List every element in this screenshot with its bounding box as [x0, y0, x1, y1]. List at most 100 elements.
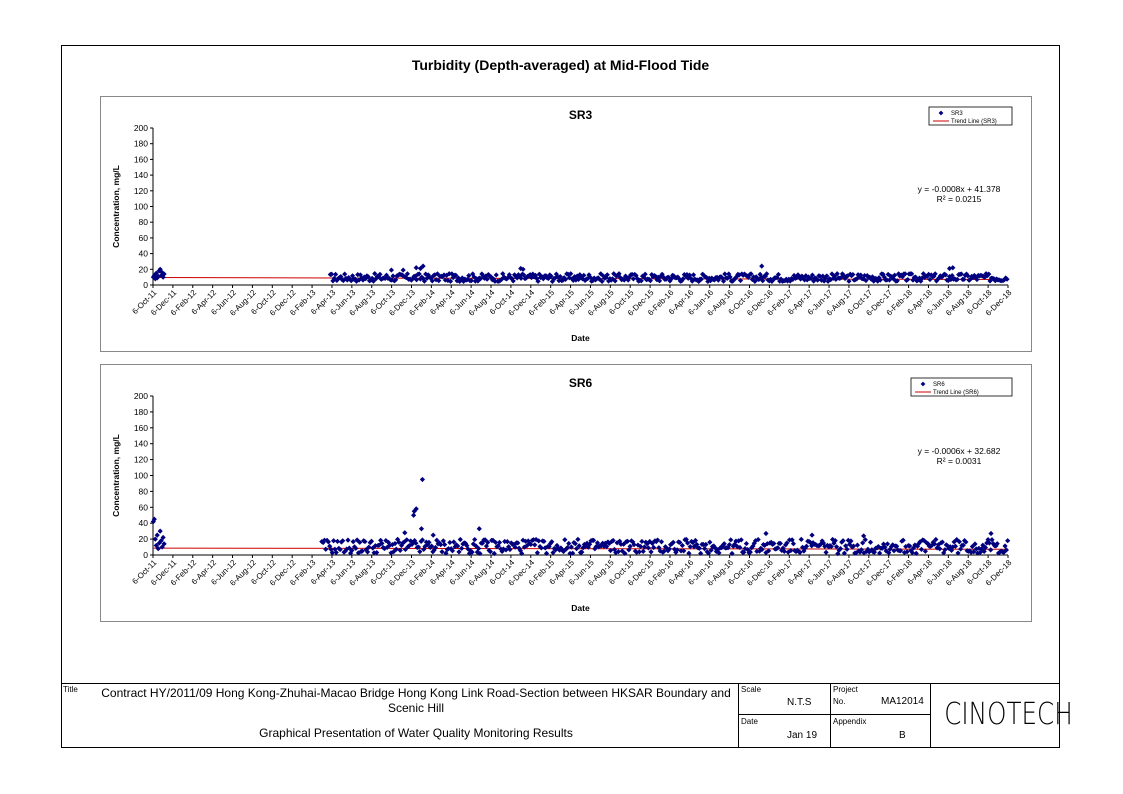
data-point	[681, 272, 687, 278]
data-point	[750, 543, 756, 549]
data-point	[573, 546, 580, 552]
data-point	[963, 539, 969, 545]
data-point	[955, 550, 961, 556]
data-point	[532, 542, 538, 548]
data-point	[762, 542, 768, 549]
data-point	[353, 545, 359, 551]
data-point	[161, 271, 167, 277]
chart-title: SR3	[569, 108, 593, 122]
data-point	[679, 542, 685, 549]
data-point	[750, 274, 757, 280]
data-point	[157, 528, 163, 534]
data-point	[161, 541, 167, 547]
y-tick-label: 160	[134, 423, 148, 433]
scale-label: Scale	[741, 685, 762, 694]
data-point	[749, 545, 755, 551]
page-title: Turbidity (Depth-averaged) at Mid-Flood …	[411, 57, 710, 73]
data-point	[838, 274, 844, 281]
data-point	[727, 274, 733, 280]
data-point	[351, 544, 358, 550]
data-point	[429, 278, 435, 284]
data-point	[503, 547, 509, 553]
title-block-top-border	[61, 683, 1060, 684]
data-point	[404, 537, 410, 543]
data-point	[359, 548, 365, 554]
data-point	[511, 541, 517, 548]
data-point	[759, 546, 765, 553]
data-point	[771, 540, 777, 547]
data-point	[542, 545, 548, 551]
data-point	[887, 546, 893, 552]
chart-panel-sr6: SR6 0 20 40 60 80 100 120 140 160 180 200 Concentrat…	[100, 364, 1032, 622]
data-point	[493, 272, 499, 278]
data-point	[634, 276, 640, 282]
data-point	[611, 271, 617, 277]
data-point	[857, 549, 863, 555]
data-point	[516, 545, 522, 551]
data-point	[1002, 543, 1008, 549]
data-point	[518, 275, 524, 281]
data-point	[451, 539, 457, 545]
data-point	[379, 540, 385, 547]
data-point	[374, 549, 380, 556]
data-point	[527, 272, 533, 278]
data-point	[770, 277, 776, 283]
project-label: Project	[833, 685, 858, 694]
data-point	[822, 543, 828, 550]
data-point	[763, 530, 769, 537]
data-point	[913, 550, 919, 556]
data-point	[578, 274, 584, 280]
data-point	[366, 544, 372, 550]
scale-date-column: Scale N.T.S Date Jan 19	[738, 683, 831, 748]
data-point	[891, 548, 897, 554]
data-point	[368, 277, 374, 283]
data-point	[415, 544, 422, 550]
data-point	[922, 548, 928, 554]
data-point	[901, 549, 908, 556]
data-point	[943, 272, 949, 278]
data-point	[784, 278, 791, 284]
data-point	[332, 271, 339, 277]
data-point	[656, 278, 663, 284]
data-point	[587, 541, 593, 547]
y-tick-label: 200	[134, 391, 148, 401]
data-point	[609, 276, 616, 282]
data-point	[357, 539, 363, 545]
data-point	[608, 277, 614, 283]
data-point	[722, 271, 728, 277]
data-point	[402, 546, 409, 553]
data-point	[419, 537, 426, 543]
data-point	[686, 550, 692, 556]
data-point	[764, 271, 770, 277]
data-point	[790, 541, 797, 547]
data-point	[940, 273, 946, 279]
data-point	[492, 539, 499, 546]
data-point	[349, 547, 355, 553]
data-point	[549, 278, 556, 285]
data-point	[515, 540, 521, 546]
data-point	[854, 542, 861, 548]
data-point	[408, 277, 414, 283]
trend-r2: R² = 0.0215	[937, 194, 982, 204]
data-point	[548, 273, 554, 279]
chart-panel-sr3: SR3 0 20 40 60 80 100 120 140 160 180 200 Concentrat…	[100, 96, 1032, 352]
project-no-label: No.	[833, 697, 846, 706]
data-point	[575, 536, 581, 543]
data-point	[651, 544, 657, 551]
data-point	[555, 545, 561, 551]
data-point	[703, 541, 709, 548]
data-point	[840, 538, 846, 544]
data-point	[566, 540, 572, 547]
data-point	[424, 275, 430, 281]
data-point	[517, 273, 523, 280]
scale-date-divider	[739, 714, 831, 715]
data-point	[562, 276, 569, 282]
data-point	[824, 542, 830, 548]
data-point	[657, 548, 663, 554]
data-point	[783, 276, 789, 282]
data-point	[154, 532, 160, 538]
data-point	[626, 547, 632, 553]
data-point	[983, 271, 989, 277]
date-value: Jan 19	[787, 730, 818, 741]
data-point	[610, 537, 616, 544]
